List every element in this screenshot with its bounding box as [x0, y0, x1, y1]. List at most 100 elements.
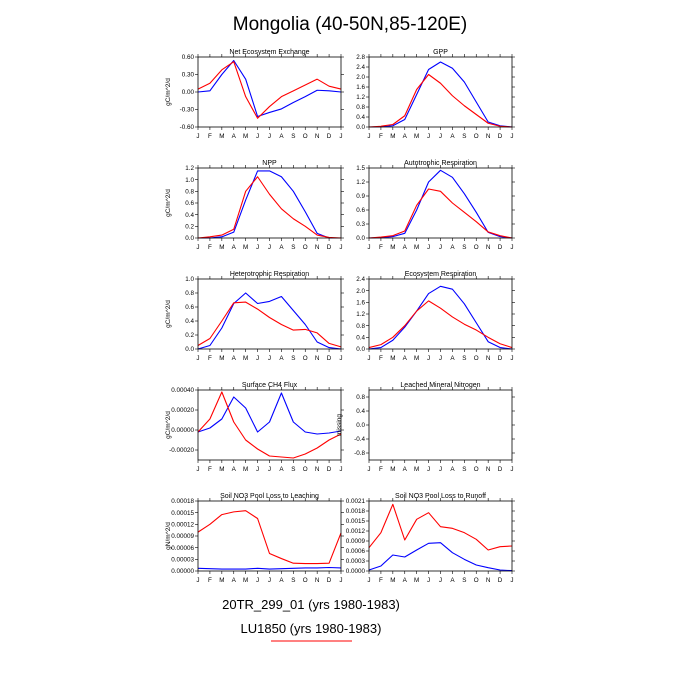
y-tick-label: 0.0021 — [346, 498, 366, 505]
x-tick-label: A — [403, 133, 408, 140]
x-tick-label: O — [474, 466, 479, 473]
x-tick-label: F — [208, 244, 212, 251]
panel-soil-no3-pool-loss-to-runoff: Soil NO3 Pool Loss to Runoff 0.0000 0.0003… — [346, 493, 515, 584]
x-tick-label: N — [486, 133, 491, 140]
y-tick-label: 0.00040 — [171, 387, 194, 394]
x-tick-label: A — [279, 355, 284, 362]
x-tick-label: M — [414, 244, 419, 251]
x-tick-label: D — [498, 577, 503, 584]
x-tick-label: J — [427, 577, 430, 584]
x-tick-label: M — [243, 466, 248, 473]
y-axis-label: gN/m^2/d — [165, 522, 172, 550]
y-tick-label: 0.00000 — [171, 568, 194, 575]
y-tick-label: 0.8 — [356, 394, 365, 401]
x-tick-label: J — [256, 133, 259, 140]
x-tick-label: J — [196, 577, 199, 584]
y-tick-label: 0.00 — [182, 89, 195, 96]
y-tick-label: 0.00020 — [171, 407, 194, 414]
x-tick-label: J — [427, 355, 430, 362]
x-tick-label: A — [232, 577, 237, 584]
panel-title: Leached Mineral Nitrogen — [400, 382, 480, 389]
series-line-lu1850 — [368, 188, 513, 239]
x-tick-label: N — [315, 244, 320, 251]
y-tick-label: 0.2 — [185, 332, 194, 339]
x-tick-label: J — [196, 466, 199, 473]
x-tick-label: A — [232, 355, 237, 362]
series-line-20tr — [197, 292, 342, 350]
y-tick-label: -0.00020 — [169, 447, 194, 454]
x-tick-label: N — [486, 466, 491, 473]
series-line-20tr — [368, 61, 513, 128]
x-tick-label: J — [439, 466, 442, 473]
plot-frame — [368, 389, 513, 461]
panel-title: Surface CH4 Flux — [242, 382, 298, 389]
x-tick-label: O — [303, 577, 308, 584]
x-tick-label: A — [450, 466, 455, 473]
y-tick-label: 1.2 — [356, 179, 365, 186]
x-tick-label: S — [462, 244, 466, 251]
y-tick-label: 1.2 — [185, 165, 194, 172]
y-tick-label: -0.4 — [354, 436, 365, 443]
series-line-20tr — [197, 392, 342, 435]
series-line-lu1850 — [197, 61, 342, 119]
y-tick-label: 0.0012 — [346, 528, 366, 535]
x-tick-label: A — [403, 466, 408, 473]
series-line-20tr — [197, 566, 342, 570]
y-tick-label: 1.2 — [356, 311, 365, 318]
x-tick-label: A — [232, 133, 237, 140]
x-tick-label: S — [291, 244, 295, 251]
y-tick-label: 0.8 — [356, 323, 365, 330]
x-tick-label: J — [439, 355, 442, 362]
x-tick-label: M — [243, 133, 248, 140]
x-tick-label: D — [327, 355, 332, 362]
x-tick-label: O — [474, 133, 479, 140]
x-tick-label: J — [256, 466, 259, 473]
panel-autotrophic-respiration: Autotrophic Respiration 0.0 0.3 0.6 0.9 1.2 1.… — [356, 160, 515, 251]
panel-title: GPP — [433, 49, 448, 56]
x-tick-label: A — [279, 577, 284, 584]
x-tick-label: N — [315, 577, 320, 584]
x-tick-label: F — [208, 133, 212, 140]
x-tick-label: J — [256, 355, 259, 362]
plot-frame — [368, 278, 513, 350]
x-tick-label: J — [339, 577, 342, 584]
x-tick-label: J — [339, 466, 342, 473]
y-tick-label: 0.0 — [356, 346, 365, 353]
panel-leached-mineral-nitrogen: Leached Mineral Nitrogen missing -0.8 -0.4 0… — [336, 382, 515, 473]
x-tick-label: J — [510, 355, 513, 362]
y-tick-label: 1.6 — [356, 84, 365, 91]
x-tick-label: O — [474, 355, 479, 362]
y-tick-label: 0.0 — [356, 235, 365, 242]
series-line-20tr — [368, 169, 513, 239]
panel-title: NPP — [262, 160, 277, 167]
x-tick-label: O — [303, 244, 308, 251]
y-tick-label: 0.0015 — [346, 518, 366, 525]
x-tick-label: J — [268, 355, 271, 362]
x-tick-label: S — [291, 577, 295, 584]
x-tick-label: A — [279, 133, 284, 140]
x-tick-label: M — [219, 577, 224, 584]
x-tick-label: J — [339, 244, 342, 251]
x-tick-label: D — [498, 355, 503, 362]
x-tick-label: M — [414, 577, 419, 584]
y-tick-label: 0.0 — [185, 346, 194, 353]
x-tick-label: A — [403, 355, 408, 362]
y-tick-label: 0.0006 — [346, 548, 366, 555]
plot-frame — [368, 56, 513, 128]
plot-frame — [197, 500, 342, 572]
panel-title: Heterotrophic Respiration — [230, 271, 309, 278]
plot-frame — [368, 167, 513, 239]
y-tick-label: 0.00000 — [171, 427, 194, 434]
y-tick-label: 1.0 — [185, 276, 194, 283]
x-tick-label: J — [510, 577, 513, 584]
series-line-lu1850 — [368, 300, 513, 349]
panel-title: Autotrophic Respiration — [404, 160, 477, 167]
y-tick-label: 2.0 — [356, 288, 365, 295]
x-tick-label: O — [474, 577, 479, 584]
x-tick-label: J — [427, 466, 430, 473]
x-tick-label: J — [196, 244, 199, 251]
x-tick-label: F — [379, 355, 383, 362]
x-tick-label: F — [379, 466, 383, 473]
x-tick-label: A — [232, 466, 237, 473]
y-tick-label: 0.0 — [356, 124, 365, 131]
